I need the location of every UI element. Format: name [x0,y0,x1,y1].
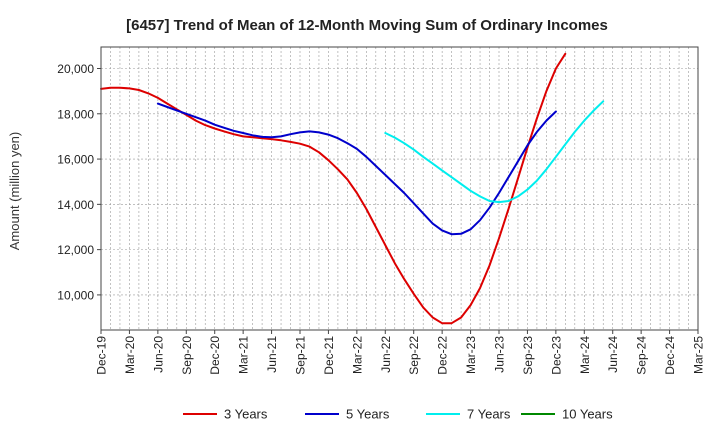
x-tick-label: Mar-22 [350,336,364,374]
legend-label: 10 Years [562,407,613,422]
x-tick-label: Sep-20 [180,336,194,375]
series-lines [100,52,605,325]
x-tick-label: Mar-24 [578,336,592,374]
x-tick-label: Mar-21 [237,336,251,374]
legend-label: 3 Years [224,407,268,422]
x-tick-label: Jun-20 [151,336,165,373]
y-tick-label: 10,000 [57,288,94,302]
y-axis-label: Amount (million yen) [7,132,22,251]
legend: 3 Years 5 Years 7 Years 10 Years [183,407,613,422]
x-tick-label: Dec-19 [95,336,109,375]
y-tick-label: 18,000 [57,107,94,121]
x-tick-label: Sep-22 [407,336,421,375]
legend-label: 7 Years [467,407,511,422]
x-tick-label: Dec-22 [436,336,450,375]
series-line-7-years [384,100,605,204]
y-tick-label: 16,000 [57,153,94,167]
chart-title: [6457] Trend of Mean of 12-Month Moving … [126,17,608,34]
x-tick-label: Dec-24 [663,336,677,375]
x-tick-label: Jun-23 [493,336,507,373]
x-tick-label: Jun-21 [265,336,279,373]
x-tick-label: Sep-24 [635,336,649,375]
x-tick-label: Mar-20 [123,336,137,374]
y-tick-label: 12,000 [57,243,94,257]
x-tick-label: Mar-25 [692,336,706,374]
x-axis-ticks: Dec-19 Mar-20 Jun-20 Sep-20 Dec-20 Mar-21 Jun-… [95,330,706,375]
y-axis-ticks: 10,000 12,000 14,000 16,000 18,000 20,000 [57,62,101,302]
x-tick-label: Sep-23 [521,336,535,375]
series-line-5-years [156,102,557,236]
x-tick-label: Dec-23 [549,336,563,375]
y-tick-label: 20,000 [57,62,94,76]
plot-frame [100,46,699,331]
legend-label: 5 Years [346,407,390,422]
grid [100,47,699,330]
series-line-3-years [100,52,567,325]
x-tick-label: Dec-21 [322,336,336,375]
x-tick-label: Jun-24 [606,336,620,373]
x-tick-label: Mar-23 [464,336,478,374]
x-tick-label: Jun-22 [379,336,393,373]
y-tick-label: 14,000 [57,198,94,212]
x-tick-label: Sep-21 [294,336,308,375]
x-tick-label: Dec-20 [208,336,222,375]
